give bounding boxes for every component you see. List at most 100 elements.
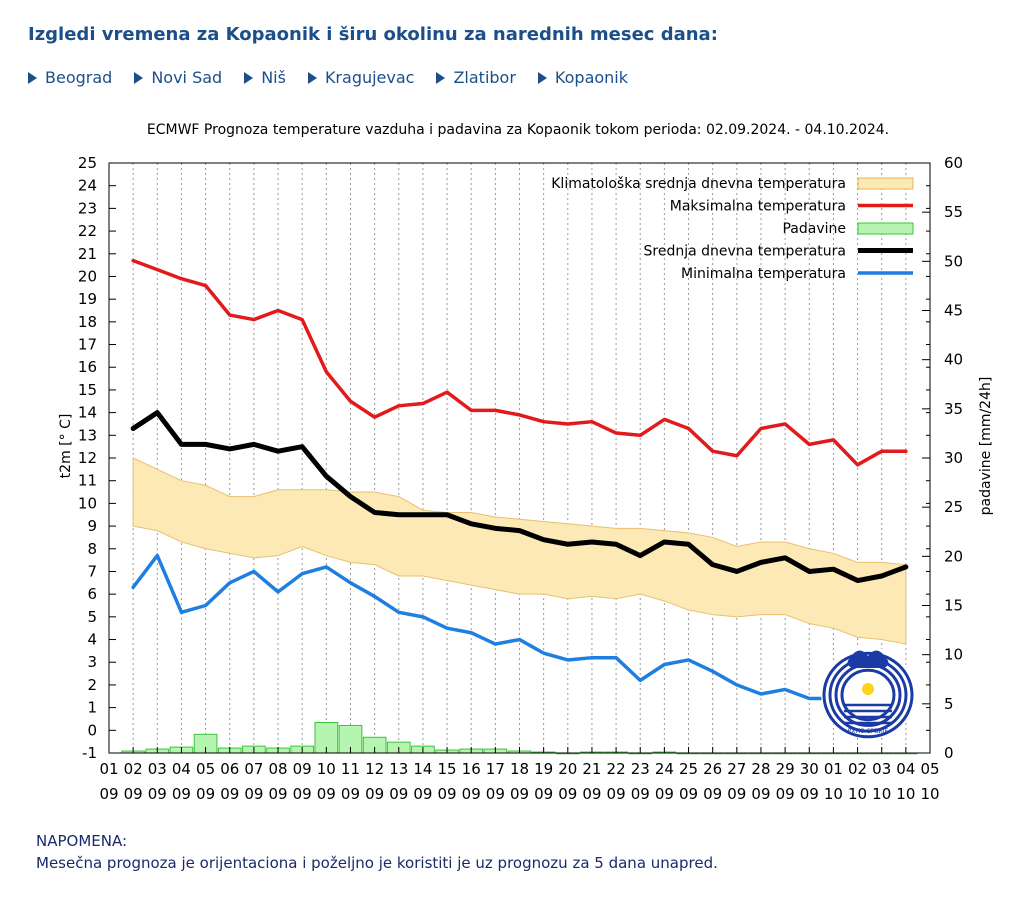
y-tick-label: 2 bbox=[87, 676, 97, 694]
note: NAPOMENA: Mesečna prognoza je orijentaci… bbox=[36, 830, 718, 874]
legend-label: Srednja dnevna temperatura bbox=[644, 244, 846, 260]
x-tick-label-month: 09 bbox=[244, 785, 263, 803]
x-tick-label-day: 20 bbox=[558, 760, 577, 778]
y-tick-label: 25 bbox=[78, 154, 97, 172]
x-tick-label-day: 25 bbox=[679, 760, 698, 778]
y-tick-label: 15 bbox=[78, 381, 97, 399]
y2-tick-label: 35 bbox=[944, 400, 963, 418]
x-tick-label-month: 10 bbox=[848, 785, 867, 803]
y-axis-label: t2m [° C] bbox=[58, 414, 74, 479]
x-tick-label-month: 09 bbox=[99, 785, 118, 803]
y-tick-label: 22 bbox=[78, 222, 97, 240]
x-tick-label-month: 09 bbox=[534, 785, 553, 803]
nav-link-nis[interactable]: Niš bbox=[244, 68, 286, 87]
x-tick-label-day: 21 bbox=[582, 760, 601, 778]
x-tick-label-day: 04 bbox=[896, 760, 915, 778]
note-title: NAPOMENA: bbox=[36, 832, 128, 850]
y-tick-label: 14 bbox=[78, 404, 97, 422]
x-tick-label-month: 09 bbox=[582, 785, 601, 803]
x-tick-label-month: 10 bbox=[920, 785, 939, 803]
y-tick-label: 18 bbox=[78, 313, 97, 331]
x-tick-label-month: 09 bbox=[462, 785, 481, 803]
x-tick-label-day: 16 bbox=[462, 760, 481, 778]
legend-label: Maksimalna temperatura bbox=[670, 199, 846, 215]
x-tick-label-month: 09 bbox=[389, 785, 408, 803]
axes: -101234567891011121314151617181920212223… bbox=[78, 154, 963, 803]
nav-link-beograd[interactable]: Beograd bbox=[28, 68, 112, 87]
x-tick-label-day: 27 bbox=[727, 760, 746, 778]
rhmz-logo: РХМЗ СРБИЈЕ bbox=[821, 647, 915, 739]
y2-tick-label: 30 bbox=[944, 449, 963, 467]
x-tick-label-month: 09 bbox=[293, 785, 312, 803]
arrow-right-icon bbox=[537, 71, 547, 84]
x-tick-label-month: 09 bbox=[655, 785, 674, 803]
x-tick-label-day: 11 bbox=[341, 760, 360, 778]
x-tick-label-day: 09 bbox=[293, 760, 312, 778]
y2-axis-label: padavine [mm/24h] bbox=[978, 377, 994, 516]
x-tick-label-day: 06 bbox=[220, 760, 239, 778]
x-tick-label-month: 09 bbox=[607, 785, 626, 803]
city-nav: Beograd Novi Sad Niš Kragujevac Zlatibor… bbox=[28, 68, 650, 87]
y-tick-label: 3 bbox=[87, 653, 97, 671]
x-tick-label-month: 09 bbox=[727, 785, 746, 803]
y-tick-label: 19 bbox=[78, 290, 97, 308]
nav-link-kopaonik[interactable]: Kopaonik bbox=[537, 68, 628, 87]
x-tick-label-month: 09 bbox=[413, 785, 432, 803]
legend-label: Klimatološka srednja dnevna temperatura bbox=[551, 176, 846, 192]
nav-link-label: Niš bbox=[261, 68, 286, 87]
sun-icon bbox=[862, 683, 874, 695]
x-tick-label-month: 09 bbox=[172, 785, 191, 803]
y-tick-label: 17 bbox=[78, 336, 97, 354]
x-tick-label-month: 09 bbox=[196, 785, 215, 803]
arrow-right-icon bbox=[134, 71, 144, 84]
x-tick-label-month: 09 bbox=[510, 785, 529, 803]
y-tick-label: 20 bbox=[78, 267, 97, 285]
x-tick-label-day: 17 bbox=[486, 760, 505, 778]
x-tick-label-month: 09 bbox=[776, 785, 795, 803]
y-tick-label: 9 bbox=[87, 517, 97, 535]
nav-link-kragujevac[interactable]: Kragujevac bbox=[307, 68, 414, 87]
y2-tick-label: 0 bbox=[944, 744, 954, 762]
x-tick-label-day: 26 bbox=[703, 760, 722, 778]
x-tick-label-day: 03 bbox=[872, 760, 891, 778]
x-tick-label-month: 09 bbox=[220, 785, 239, 803]
x-tick-label-day: 30 bbox=[800, 760, 819, 778]
x-tick-label-day: 05 bbox=[920, 760, 939, 778]
y-tick-label: 21 bbox=[78, 245, 97, 263]
y2-tick-label: 15 bbox=[944, 597, 963, 615]
y2-tick-label: 5 bbox=[944, 695, 954, 713]
y-tick-label: 10 bbox=[78, 494, 97, 512]
cloud-icon bbox=[847, 650, 889, 668]
note-text: Mesečna prognoza je orijentaciona i pože… bbox=[36, 854, 718, 872]
x-tick-label-day: 19 bbox=[534, 760, 553, 778]
x-tick-label-month: 09 bbox=[558, 785, 577, 803]
grid bbox=[132, 163, 907, 753]
series-line bbox=[130, 410, 909, 584]
x-tick-label-month: 09 bbox=[317, 785, 336, 803]
y-tick-label: -1 bbox=[82, 744, 97, 762]
x-tick-label-day: 02 bbox=[124, 760, 143, 778]
chart-title: ECMWF Prognoza temperature vazduha i pad… bbox=[147, 122, 889, 138]
series-line bbox=[131, 258, 908, 467]
x-tick-label-day: 29 bbox=[776, 760, 795, 778]
x-tick-label-month: 09 bbox=[341, 785, 360, 803]
x-tick-label-day: 02 bbox=[848, 760, 867, 778]
x-tick-label-month: 10 bbox=[872, 785, 891, 803]
x-tick-label-day: 01 bbox=[99, 760, 118, 778]
x-tick-label-month: 09 bbox=[268, 785, 287, 803]
x-tick-label-month: 09 bbox=[631, 785, 650, 803]
y2-tick-label: 10 bbox=[944, 646, 963, 664]
x-tick-label-day: 14 bbox=[413, 760, 432, 778]
y-tick-label: 24 bbox=[78, 177, 97, 195]
nav-link-label: Beograd bbox=[45, 68, 113, 87]
x-tick-label-month: 09 bbox=[703, 785, 722, 803]
nav-link-label: Zlatibor bbox=[453, 68, 516, 87]
nav-link-label: Novi Sad bbox=[151, 68, 223, 87]
y-tick-label: 13 bbox=[78, 426, 97, 444]
nav-link-zlatibor[interactable]: Zlatibor bbox=[436, 68, 516, 87]
y-tick-label: 1 bbox=[87, 699, 97, 717]
y2-tick-label: 20 bbox=[944, 547, 963, 565]
nav-link-novi-sad[interactable]: Novi Sad bbox=[134, 68, 222, 87]
x-tick-label-month: 09 bbox=[486, 785, 505, 803]
page-heading: Izgledi vremena za Kopaonik i širu okoli… bbox=[28, 24, 718, 45]
